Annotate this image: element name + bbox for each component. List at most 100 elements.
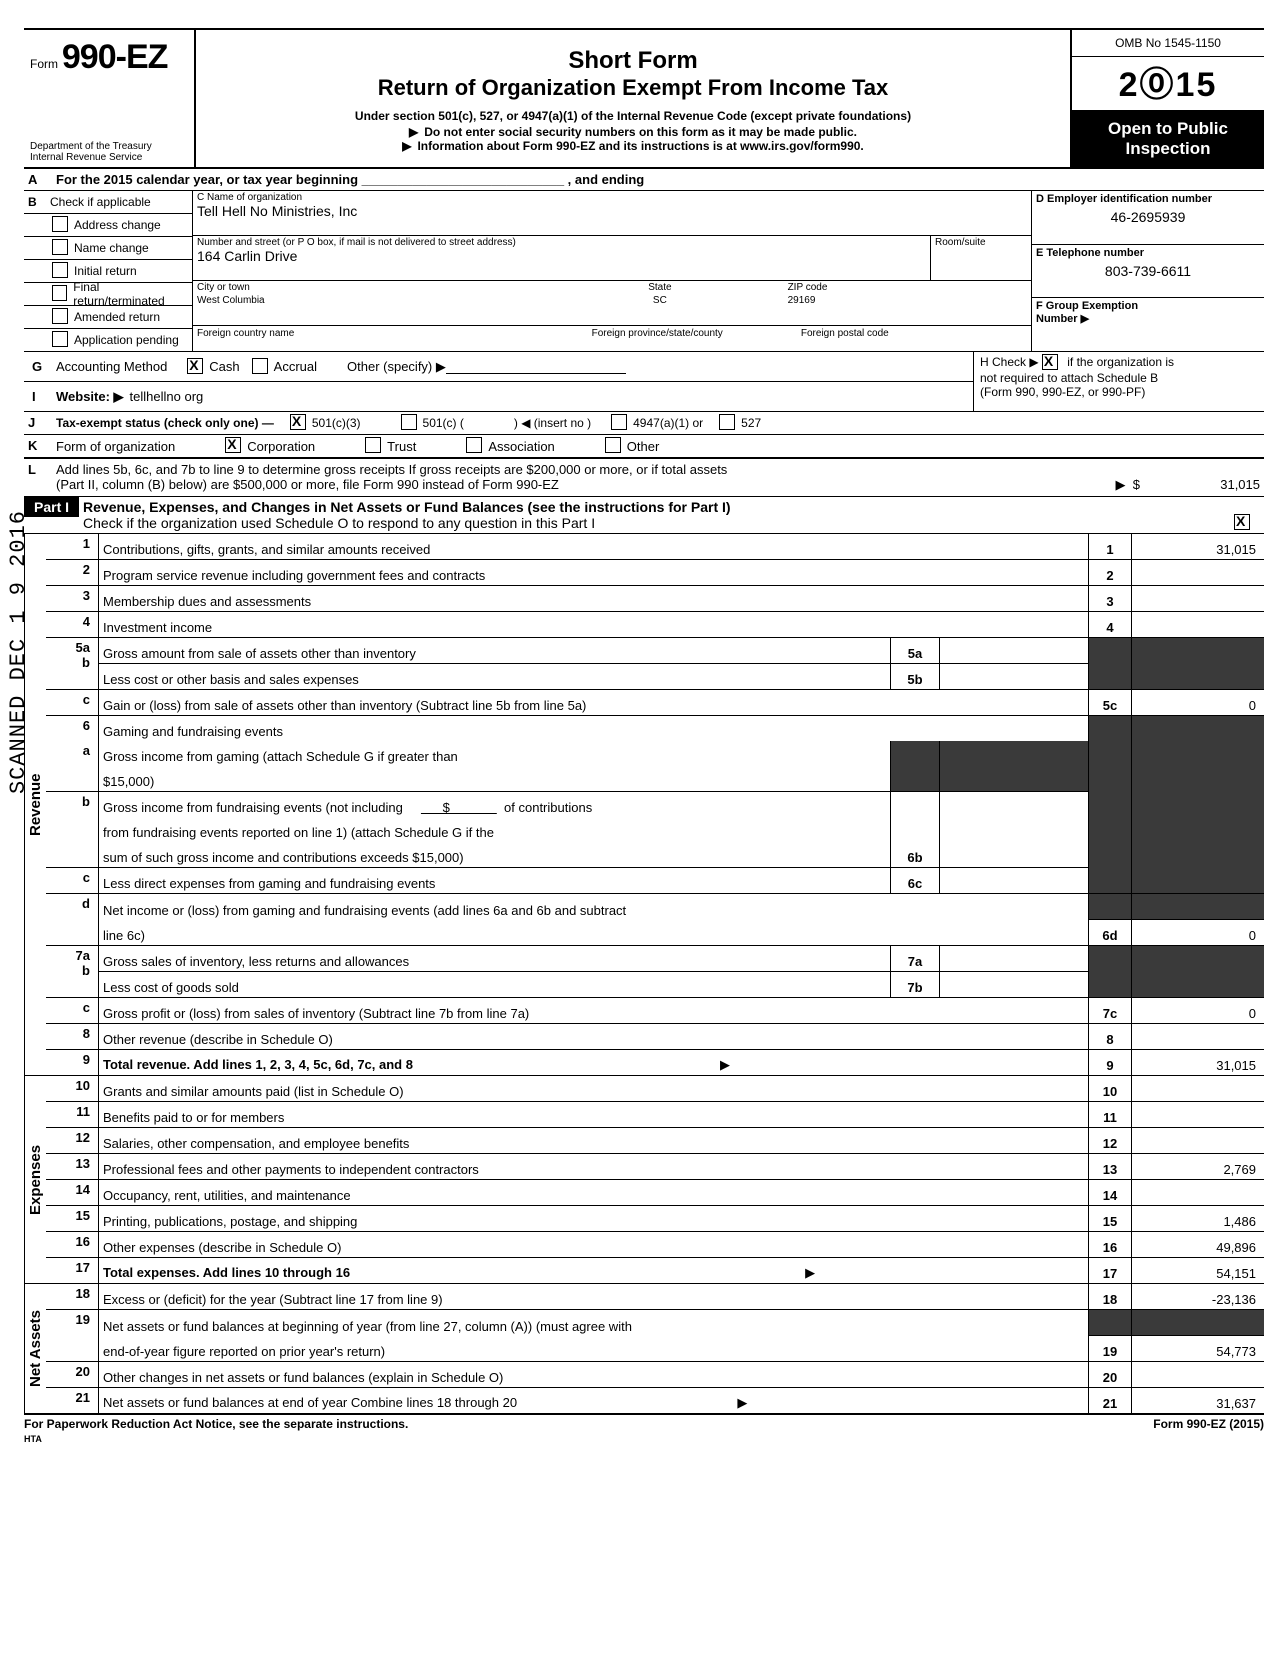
col-org-info: C Name of organization Tell Hell No Mini… [193, 191, 1032, 351]
part1-label: Part I [24, 497, 79, 517]
row-l: L Add lines 5b, 6c, and 7b to line 9 to … [24, 459, 1264, 497]
website-value: tellhellno org [130, 389, 204, 404]
check-application-pending[interactable]: Application pending [24, 329, 192, 351]
check-corporation[interactable] [225, 437, 241, 453]
line17-value: 54,151 [1132, 1258, 1265, 1284]
paperwork-notice: For Paperwork Reduction Act Notice, see … [24, 1417, 408, 1431]
tax-year: 2⓪201515 [1072, 57, 1264, 111]
row-a-text: For the 2015 calendar year, or tax year … [52, 169, 1264, 190]
net-assets-section: Net Assets 18Excess or (deficit) for the… [24, 1284, 1264, 1415]
footer: For Paperwork Reduction Act Notice, see … [24, 1415, 1264, 1445]
row-l-amount: 31,015 [1140, 477, 1260, 493]
hta-label: HTA [24, 1434, 42, 1444]
check-name-change[interactable]: Name change [24, 237, 192, 260]
expenses-section: Expenses 10Grants and similar amounts pa… [24, 1076, 1264, 1284]
line13-value: 2,769 [1132, 1154, 1265, 1180]
zip: 29169 [784, 294, 1031, 307]
form-header: Form 990-EZ Department of the Treasury I… [24, 30, 1264, 169]
label-org-name: C Name of organization [193, 191, 1031, 203]
check-amended-return[interactable]: Amended return [24, 306, 192, 329]
label-city: City or town [193, 281, 536, 294]
label-group-exemption: F Group Exemption [1036, 300, 1260, 312]
phone: 803-739-6611 [1036, 259, 1260, 279]
header-right: OMB No 1545-1150 2⓪201515 Open to Public… [1070, 30, 1264, 167]
part1-header: Part I Revenue, Expenses, and Changes in… [24, 497, 1264, 534]
row-l-line1: Add lines 5b, 6c, and 7b to line 9 to de… [56, 462, 1260, 477]
check-header: Check if applicable [50, 195, 151, 209]
line7c-value: 0 [1132, 998, 1265, 1024]
dept-treasury: Department of the Treasury Internal Reve… [30, 141, 188, 163]
line5c-value: 0 [1132, 690, 1265, 716]
subtitle: Return of Organization Exempt From Incom… [204, 75, 1062, 101]
line15-value: 1,486 [1132, 1206, 1265, 1232]
accounting-method-label: Accounting Method [56, 359, 167, 374]
subline1: Under section 501(c), 527, or 4947(a)(1)… [204, 109, 1062, 123]
dept-line1: Department of the Treasury [30, 141, 188, 152]
row-k: K Form of organization Corporation Trust… [24, 435, 1264, 459]
part1-title: Revenue, Expenses, and Changes in Net As… [83, 499, 1260, 515]
subline3: ▶Information about Form 990-EZ and its i… [204, 139, 1062, 153]
header-center: Short Form Return of Organization Exempt… [196, 30, 1070, 167]
revenue-table: 1Contributions, gifts, grants, and simil… [46, 534, 1264, 1075]
line21-value: 31,637 [1132, 1388, 1265, 1414]
omb-number: OMB No 1545-1150 [1072, 30, 1264, 57]
check-address-change[interactable]: Address change [24, 214, 192, 237]
netassets-table: 18Excess or (deficit) for the year (Subt… [46, 1284, 1264, 1413]
label-room: Room/suite [931, 236, 1031, 248]
website-label: Website: ▶ [56, 389, 124, 405]
line1-value: 31,015 [1132, 534, 1265, 560]
row-j: J Tax-exempt status (check only one) — 5… [24, 412, 1264, 435]
street: 164 Carlin Drive [193, 248, 930, 266]
check-501c3[interactable] [290, 414, 306, 430]
other-specify: Other (specify) ▶ [347, 359, 446, 375]
dept-line2: Internal Revenue Service [30, 152, 188, 163]
label-state: State [536, 281, 783, 294]
label-street: Number and street (or P O box, if mail i… [193, 236, 930, 248]
label-phone: E Telephone number [1036, 247, 1260, 259]
check-accrual[interactable] [252, 358, 268, 374]
check-4947[interactable] [611, 414, 627, 430]
check-final-return[interactable]: Final return/terminated [24, 283, 192, 306]
check-schedule-o[interactable] [1234, 514, 1250, 530]
form-footer-right: Form 990-EZ (2015) [1153, 1417, 1264, 1445]
label-foreign-country: Foreign country name [193, 326, 518, 351]
label-foreign-province: Foreign province/state/county [518, 326, 797, 351]
label-ein: D Employer identification number [1036, 193, 1260, 205]
check-other-org[interactable] [605, 437, 621, 453]
open-to-public: Open to Public Inspection [1072, 111, 1264, 167]
check-association[interactable] [466, 437, 482, 453]
label-zip: ZIP code [784, 281, 1031, 294]
subline2: ▶Do not enter social security numbers on… [204, 125, 1062, 139]
line19-value: 54,773 [1132, 1336, 1265, 1362]
row-g-i-h: G Accounting Method Cash Accrual Other (… [24, 352, 1264, 412]
check-trust[interactable] [365, 437, 381, 453]
line18-value: -23,136 [1132, 1284, 1265, 1310]
col-right-ids: D Employer identification number 46-2695… [1032, 191, 1264, 351]
revenue-section: Revenue 1Contributions, gifts, grants, a… [24, 534, 1264, 1076]
line9-value: 31,015 [1132, 1050, 1265, 1076]
label-foreign-postal: Foreign postal code [797, 326, 1031, 351]
expenses-label: Expenses [24, 1076, 46, 1283]
block-identity: BCheck if applicable Address change Name… [24, 191, 1264, 352]
row-a: A For the 2015 calendar year, or tax yea… [24, 169, 1264, 191]
form-990ez: SCANNED DEC 1 9 2016 Form 990-EZ Departm… [24, 28, 1264, 1445]
header-left: Form 990-EZ Department of the Treasury I… [24, 30, 196, 167]
expenses-table: 10Grants and similar amounts paid (list … [46, 1076, 1264, 1283]
state: SC [536, 294, 783, 307]
ein: 46-2695939 [1036, 205, 1260, 225]
col-check-applicable: BCheck if applicable Address change Name… [24, 191, 193, 351]
row-l-line2: (Part II, column (B) below) are $500,000… [56, 477, 980, 493]
check-cash[interactable] [187, 358, 203, 374]
h-schedule-b: H Check ▶ if the organization is not req… [973, 352, 1264, 411]
form-label: Form [30, 57, 58, 71]
check-501c[interactable] [401, 414, 417, 430]
line16-value: 49,896 [1132, 1232, 1265, 1258]
city: West Columbia [193, 294, 536, 307]
check-h[interactable] [1042, 354, 1058, 370]
check-527[interactable] [719, 414, 735, 430]
form-number: 990-EZ [62, 38, 168, 76]
form-of-org-label: Form of organization [56, 439, 175, 454]
tax-exempt-label: Tax-exempt status (check only one) — [56, 416, 274, 430]
org-name: Tell Hell No Ministries, Inc [193, 203, 1031, 221]
revenue-label: Revenue [24, 534, 46, 1075]
